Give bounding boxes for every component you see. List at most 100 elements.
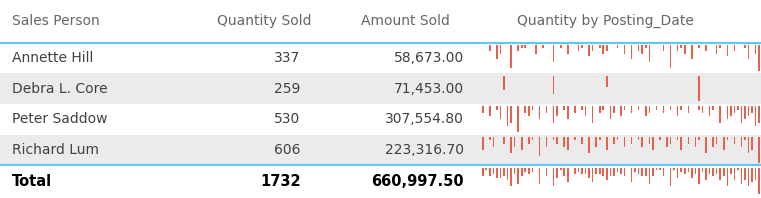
FancyBboxPatch shape	[546, 168, 547, 176]
FancyBboxPatch shape	[588, 168, 590, 178]
Text: 606: 606	[274, 143, 301, 157]
FancyBboxPatch shape	[712, 137, 714, 147]
Text: Total: Total	[12, 174, 53, 189]
FancyBboxPatch shape	[670, 137, 671, 144]
Text: 1732: 1732	[260, 174, 301, 189]
FancyBboxPatch shape	[528, 168, 530, 174]
FancyBboxPatch shape	[663, 106, 664, 113]
FancyBboxPatch shape	[759, 168, 760, 194]
FancyBboxPatch shape	[656, 168, 658, 170]
FancyBboxPatch shape	[517, 168, 519, 184]
FancyBboxPatch shape	[620, 168, 622, 174]
FancyBboxPatch shape	[648, 106, 650, 113]
FancyBboxPatch shape	[631, 168, 632, 182]
Text: 259: 259	[274, 82, 301, 96]
FancyBboxPatch shape	[755, 168, 756, 180]
Text: Quantity by Posting_Date: Quantity by Posting_Date	[517, 14, 693, 28]
Text: 223,316.70: 223,316.70	[385, 143, 464, 157]
FancyBboxPatch shape	[684, 45, 686, 54]
FancyBboxPatch shape	[734, 45, 735, 51]
FancyBboxPatch shape	[563, 106, 565, 110]
FancyBboxPatch shape	[511, 168, 512, 186]
FancyBboxPatch shape	[684, 168, 686, 174]
FancyBboxPatch shape	[531, 106, 533, 110]
FancyBboxPatch shape	[759, 106, 760, 123]
FancyBboxPatch shape	[524, 168, 526, 172]
FancyBboxPatch shape	[524, 45, 526, 48]
FancyBboxPatch shape	[613, 106, 615, 113]
FancyBboxPatch shape	[581, 45, 583, 48]
FancyBboxPatch shape	[560, 45, 562, 48]
FancyBboxPatch shape	[734, 168, 735, 180]
FancyBboxPatch shape	[542, 45, 544, 48]
FancyBboxPatch shape	[677, 168, 679, 178]
FancyBboxPatch shape	[648, 45, 650, 62]
Text: Quantity Sold: Quantity Sold	[217, 14, 311, 28]
FancyBboxPatch shape	[482, 106, 483, 113]
FancyBboxPatch shape	[698, 168, 700, 184]
FancyBboxPatch shape	[581, 168, 583, 174]
FancyBboxPatch shape	[556, 168, 558, 178]
FancyBboxPatch shape	[751, 106, 753, 113]
FancyBboxPatch shape	[578, 45, 579, 51]
FancyBboxPatch shape	[624, 137, 626, 147]
FancyBboxPatch shape	[521, 45, 523, 48]
FancyBboxPatch shape	[719, 106, 721, 123]
FancyBboxPatch shape	[642, 45, 643, 54]
FancyBboxPatch shape	[687, 168, 689, 172]
FancyBboxPatch shape	[708, 168, 711, 174]
FancyBboxPatch shape	[705, 45, 707, 51]
FancyBboxPatch shape	[740, 137, 742, 147]
FancyBboxPatch shape	[489, 106, 491, 116]
FancyBboxPatch shape	[592, 168, 594, 182]
FancyBboxPatch shape	[524, 106, 526, 113]
Text: Peter Saddow: Peter Saddow	[12, 112, 107, 126]
FancyBboxPatch shape	[503, 168, 505, 176]
FancyBboxPatch shape	[552, 45, 555, 62]
FancyBboxPatch shape	[578, 168, 579, 172]
FancyBboxPatch shape	[603, 168, 604, 176]
FancyBboxPatch shape	[563, 137, 565, 147]
FancyBboxPatch shape	[723, 168, 724, 176]
FancyBboxPatch shape	[635, 168, 636, 172]
FancyBboxPatch shape	[567, 45, 568, 54]
FancyBboxPatch shape	[638, 168, 639, 174]
FancyBboxPatch shape	[680, 106, 682, 110]
FancyBboxPatch shape	[624, 106, 626, 110]
FancyBboxPatch shape	[489, 45, 491, 51]
FancyBboxPatch shape	[496, 168, 498, 178]
FancyBboxPatch shape	[670, 106, 671, 110]
FancyBboxPatch shape	[702, 106, 703, 113]
FancyBboxPatch shape	[599, 137, 600, 140]
FancyBboxPatch shape	[606, 45, 607, 51]
FancyBboxPatch shape	[546, 106, 547, 113]
FancyBboxPatch shape	[751, 137, 753, 150]
FancyBboxPatch shape	[716, 45, 718, 54]
FancyBboxPatch shape	[535, 45, 537, 54]
FancyBboxPatch shape	[489, 137, 491, 140]
FancyBboxPatch shape	[567, 137, 568, 150]
FancyBboxPatch shape	[500, 168, 501, 178]
FancyBboxPatch shape	[539, 137, 540, 156]
FancyBboxPatch shape	[482, 137, 483, 150]
FancyBboxPatch shape	[642, 168, 643, 176]
FancyBboxPatch shape	[503, 137, 505, 144]
FancyBboxPatch shape	[584, 106, 586, 116]
FancyBboxPatch shape	[528, 106, 530, 116]
FancyBboxPatch shape	[645, 168, 647, 176]
FancyBboxPatch shape	[744, 137, 746, 140]
Text: 307,554.80: 307,554.80	[385, 112, 464, 126]
Text: Debra L. Core: Debra L. Core	[12, 82, 108, 96]
FancyBboxPatch shape	[727, 137, 728, 140]
FancyBboxPatch shape	[712, 168, 714, 176]
FancyBboxPatch shape	[663, 168, 664, 176]
Text: 660,997.50: 660,997.50	[371, 174, 464, 189]
FancyBboxPatch shape	[539, 168, 540, 184]
FancyBboxPatch shape	[748, 168, 750, 186]
FancyBboxPatch shape	[698, 106, 700, 110]
FancyBboxPatch shape	[496, 106, 498, 110]
FancyBboxPatch shape	[727, 45, 728, 56]
FancyBboxPatch shape	[645, 106, 647, 116]
FancyBboxPatch shape	[552, 137, 555, 140]
FancyBboxPatch shape	[496, 45, 498, 59]
